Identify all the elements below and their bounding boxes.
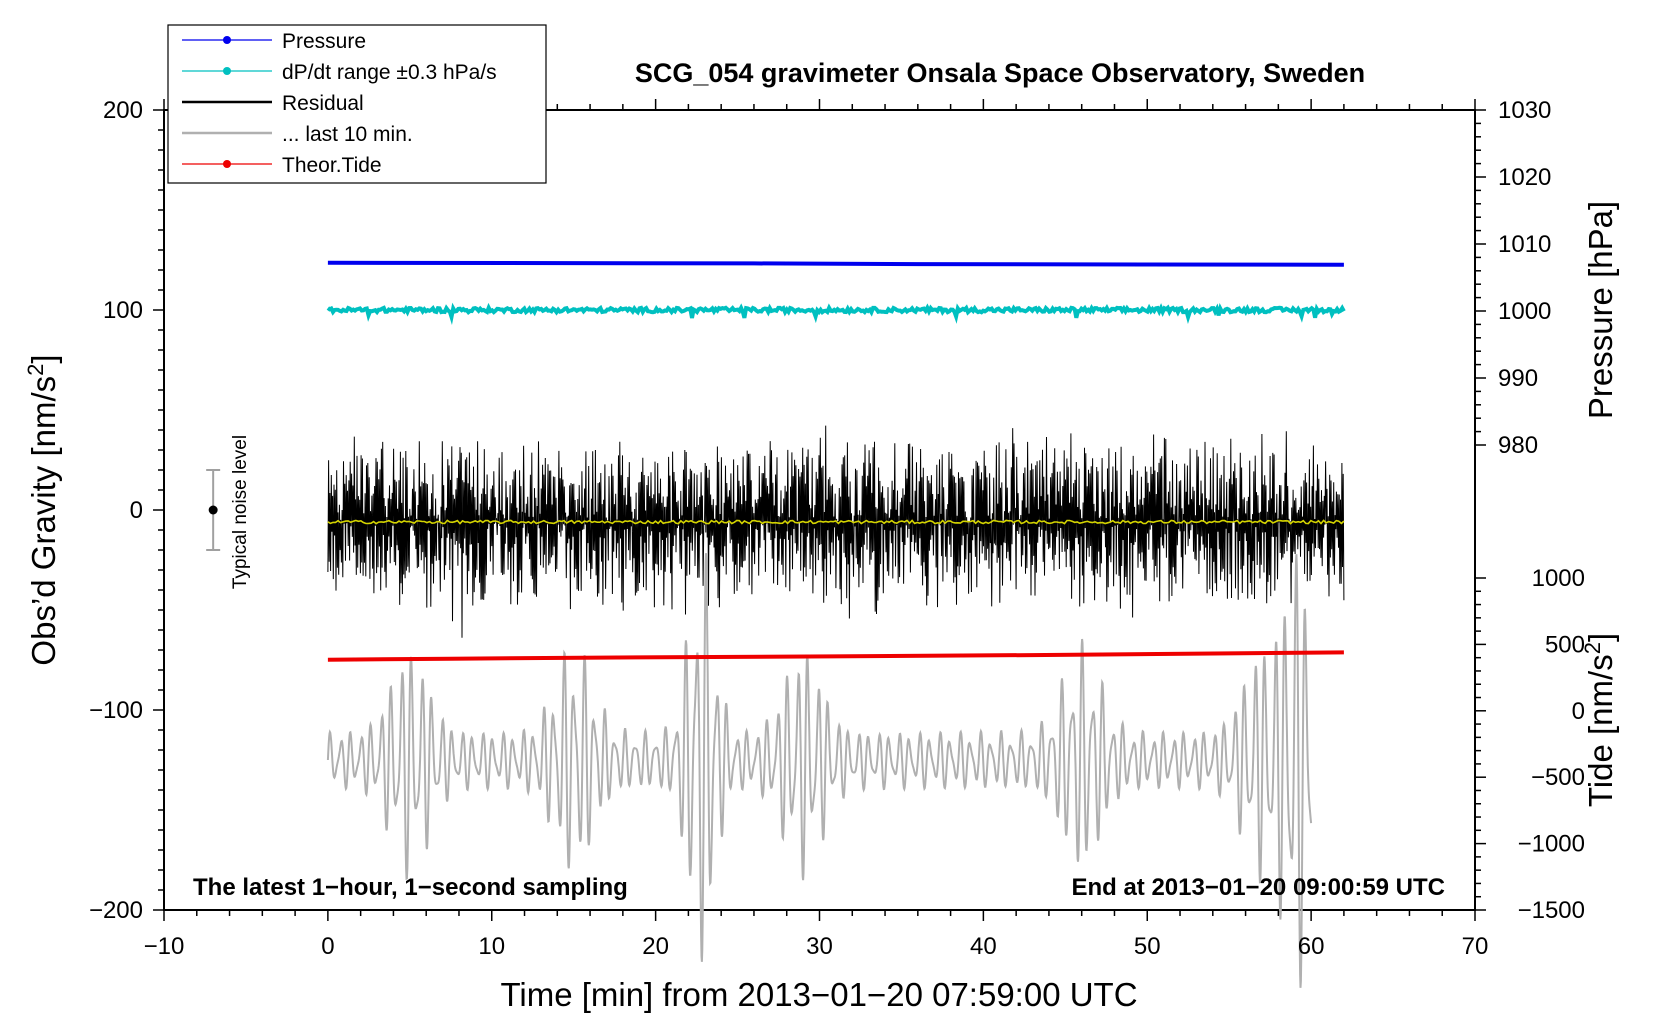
tide-tick-label: 0 bbox=[1572, 698, 1585, 725]
residual-series-line bbox=[327, 425, 1345, 638]
legend: Pressure dP/dt range ±0.3 hPa/s Residual… bbox=[167, 24, 547, 184]
annotation-sampling: The latest 1−hour, 1−second sampling bbox=[193, 874, 628, 901]
x-tick-label: −10 bbox=[144, 933, 185, 960]
legend-label-theor-tide: Theor.Tide bbox=[282, 154, 382, 177]
tide-tick-label: −1000 bbox=[1518, 831, 1585, 858]
legend-label-residual: Residual bbox=[282, 92, 364, 115]
pressure-tick-label: 1010 bbox=[1498, 231, 1551, 258]
y-axis-title-end: ] bbox=[25, 354, 62, 363]
noise-bar-dot bbox=[208, 505, 218, 515]
y-axis-title-main: Obs’d Gravity [nm/s bbox=[25, 376, 62, 666]
legend-swatch-marker bbox=[223, 67, 231, 75]
legend-label-pressure: Pressure bbox=[282, 30, 366, 53]
tide-tick-label: −500 bbox=[1531, 764, 1585, 791]
chart-title: SCG_054 gravimeter Onsala Space Observat… bbox=[635, 58, 1365, 88]
pressure-tick-label: 990 bbox=[1498, 365, 1538, 392]
y-axis-title: Obs’d Gravity [nm/s2] bbox=[23, 354, 62, 665]
x-tick-label: 20 bbox=[642, 933, 669, 960]
x-axis-title: Time [min] from 2013−01−20 07:59:00 UTC bbox=[500, 976, 1137, 1013]
annotation-end-time: End at 2013−01−20 09:00:59 UTC bbox=[1071, 874, 1445, 901]
theor-tide-series-line bbox=[327, 650, 1344, 662]
pressure-tick-label: 1000 bbox=[1498, 298, 1551, 325]
noise-level-indicator: Typical noise level bbox=[206, 435, 251, 589]
last-10-min-series-line bbox=[326, 553, 1313, 988]
tide-tick-label: 500 bbox=[1545, 631, 1585, 658]
pressure-axis-title: Pressure [hPa] bbox=[1582, 201, 1619, 419]
x-tick-label: 70 bbox=[1462, 933, 1489, 960]
smoothed-residual-line bbox=[327, 519, 1345, 525]
y-tick-label: 200 bbox=[103, 97, 143, 124]
legend-swatch-marker bbox=[223, 36, 231, 44]
y-tick-label: −100 bbox=[89, 697, 143, 724]
legend-swatches bbox=[182, 36, 272, 168]
pressure-tick-label: 1030 bbox=[1498, 97, 1551, 124]
pressure-tick-label: 1020 bbox=[1498, 164, 1551, 191]
dpdt-series-line bbox=[326, 302, 1346, 325]
legend-box bbox=[167, 24, 547, 184]
x-tick-label: 0 bbox=[321, 933, 334, 960]
tide-tick-label: 1000 bbox=[1532, 565, 1585, 592]
legend-swatch-marker bbox=[223, 160, 231, 168]
y-tick-label: −200 bbox=[89, 897, 143, 924]
data-layer bbox=[326, 260, 1346, 988]
pressure-series-line bbox=[327, 260, 1344, 267]
tide-axis-title-main: Tide [nm/s bbox=[1582, 654, 1619, 807]
y-tick-label: 0 bbox=[130, 497, 143, 524]
pressure-tick-label: 980 bbox=[1498, 432, 1538, 459]
x-tick-label: 60 bbox=[1298, 933, 1325, 960]
x-tick-label: 40 bbox=[970, 933, 997, 960]
x-tick-label: 30 bbox=[806, 933, 833, 960]
legend-label-dpdt: dP/dt range ±0.3 hPa/s bbox=[282, 61, 497, 84]
tide-tick-label: −1500 bbox=[1518, 897, 1585, 924]
tide-axis-title-superscript: 2 bbox=[1580, 642, 1605, 654]
legend-label-last-10-min: ... last 10 min. bbox=[282, 123, 413, 146]
ticks-layer: −10 0 10 20 30 40 50 60 70−200−10001002009809901… bbox=[89, 97, 1585, 960]
tide-axis-title: Tide [nm/s2] bbox=[1580, 633, 1619, 807]
x-tick-label: 10 bbox=[478, 933, 505, 960]
noise-level-label: Typical noise level bbox=[230, 435, 251, 589]
x-tick-label: 50 bbox=[1134, 933, 1161, 960]
y-axis-title-superscript: 2 bbox=[23, 364, 48, 376]
y-tick-label: 100 bbox=[103, 297, 143, 324]
tide-axis-title-end: ] bbox=[1582, 633, 1619, 642]
